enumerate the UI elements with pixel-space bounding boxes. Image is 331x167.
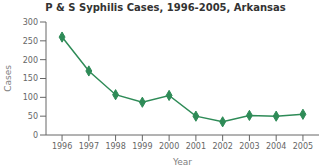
svg-text:0: 0 <box>33 131 38 140</box>
svg-text:2001: 2001 <box>186 142 206 151</box>
svg-text:2004: 2004 <box>266 142 286 151</box>
svg-text:200: 200 <box>23 56 38 65</box>
svg-text:2000: 2000 <box>159 142 179 151</box>
svg-text:2005: 2005 <box>293 142 313 151</box>
svg-text:1996: 1996 <box>52 142 72 151</box>
svg-text:150: 150 <box>23 74 38 83</box>
svg-text:Year: Year <box>172 157 192 167</box>
svg-text:1999: 1999 <box>132 142 152 151</box>
svg-text:Cases: Cases <box>8 65 13 92</box>
svg-text:1997: 1997 <box>79 142 99 151</box>
svg-text:100: 100 <box>23 93 38 102</box>
svg-text:2002: 2002 <box>212 142 232 151</box>
svg-text:1998: 1998 <box>105 142 125 151</box>
svg-text:50: 50 <box>28 112 38 121</box>
svg-text:250: 250 <box>23 37 38 46</box>
svg-text:2003: 2003 <box>239 142 259 151</box>
html-text:P & S Syphilis Cases, 1996-200: P & S Syphilis Cases, 1996-2005, Arkansa… <box>45 2 286 13</box>
svg-text:300: 300 <box>23 18 38 27</box>
